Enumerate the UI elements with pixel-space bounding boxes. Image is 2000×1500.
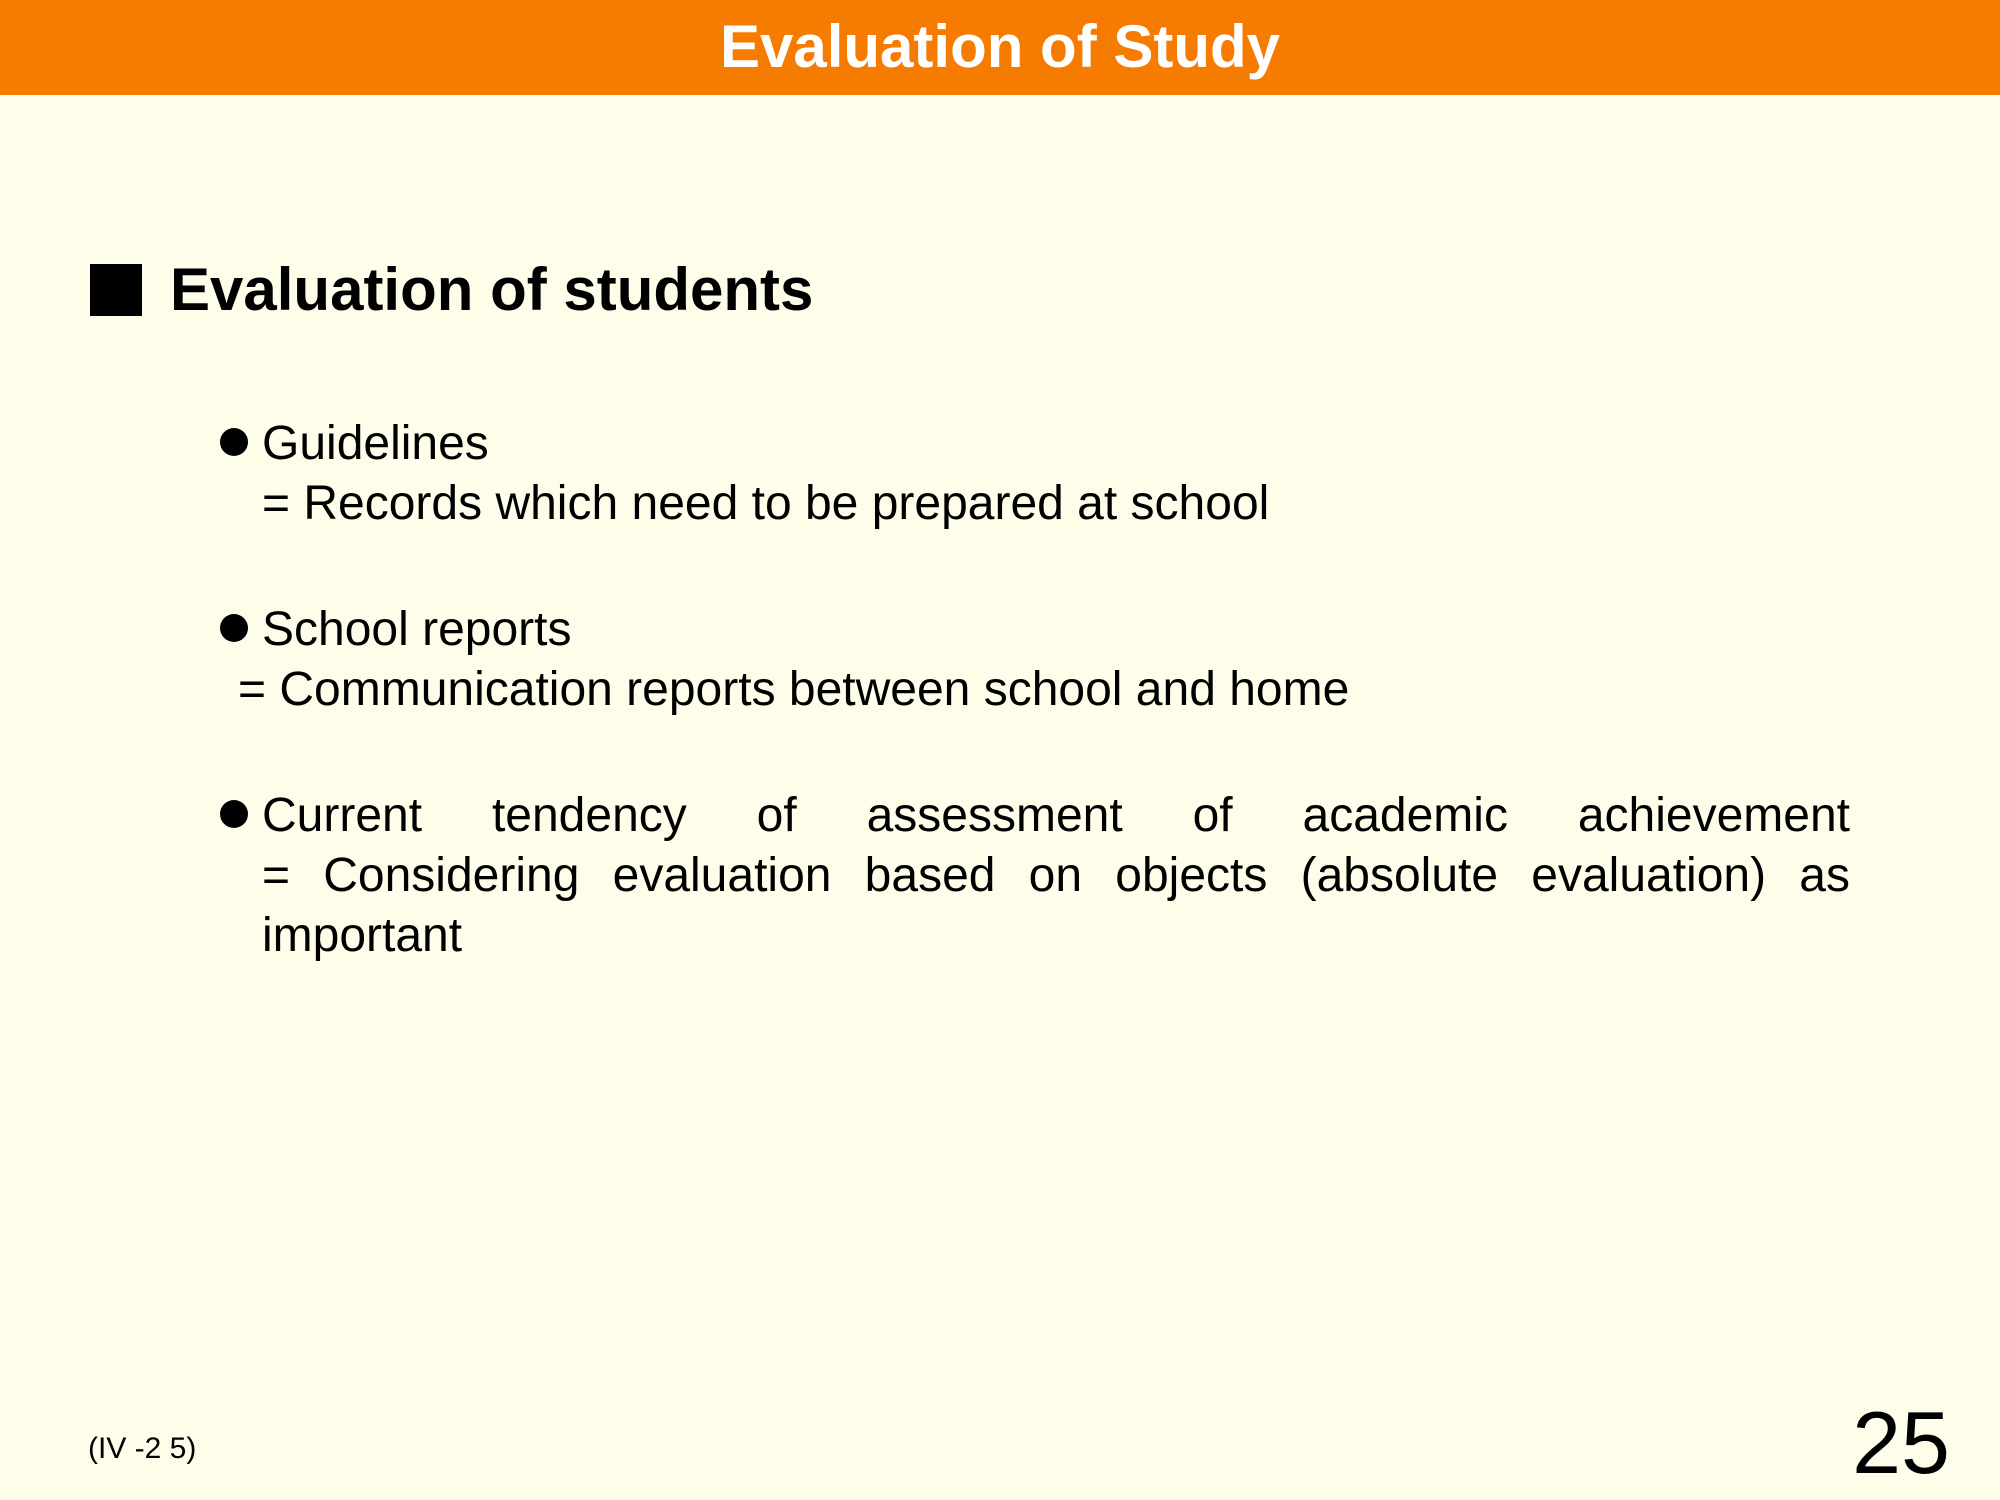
- bullet-description: = Records which need to be prepared at s…: [220, 474, 1850, 534]
- bullet-title: School reports: [262, 600, 572, 660]
- content-area: Evaluation of students Guidelines = Reco…: [0, 95, 2000, 966]
- bullet-description: = Communication reports between school a…: [220, 660, 1850, 720]
- bullet-description: = Considering evaluation based on object…: [220, 846, 1850, 966]
- round-bullet-icon: [220, 614, 248, 642]
- section-header: Evaluation of students: [90, 255, 1910, 324]
- bullet-title: Guidelines: [262, 414, 489, 474]
- list-item: Guidelines = Records which need to be pr…: [220, 414, 1850, 534]
- round-bullet-icon: [220, 428, 248, 456]
- title-bar: Evaluation of Study: [0, 0, 2000, 95]
- page-title: Evaluation of Study: [720, 13, 1280, 80]
- square-bullet-icon: [90, 264, 142, 316]
- list-item: School reports = Communication reports b…: [220, 600, 1850, 720]
- round-bullet-icon: [220, 800, 248, 828]
- bullet-title: Current tendency of assessment of academ…: [262, 786, 1850, 846]
- page-number: 25: [1852, 1392, 1950, 1494]
- section-heading: Evaluation of students: [170, 255, 813, 324]
- list-item: Current tendency of assessment of academ…: [220, 786, 1850, 966]
- footer-reference: (IV -2 5): [88, 1432, 196, 1466]
- bullet-list: Guidelines = Records which need to be pr…: [90, 414, 1910, 966]
